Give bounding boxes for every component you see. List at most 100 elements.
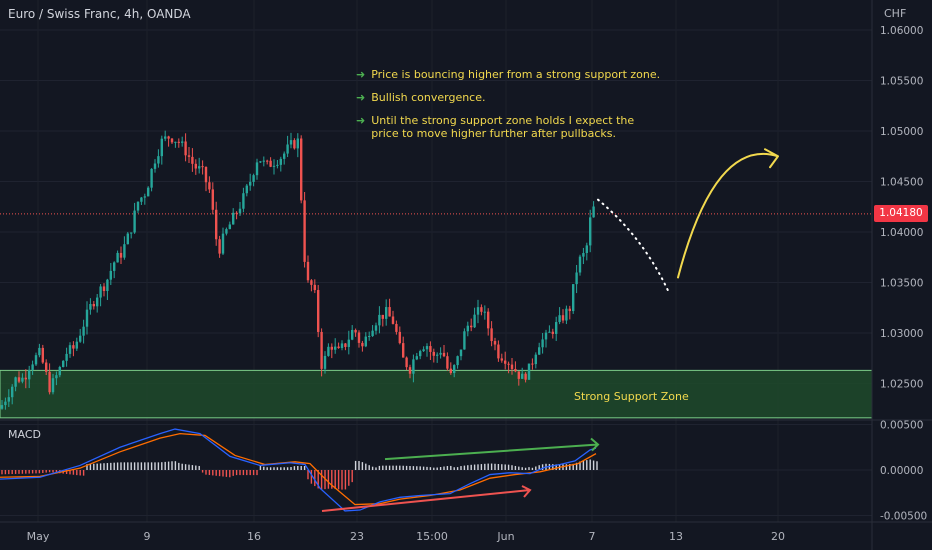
histogram-bar [419, 466, 421, 470]
candle-body [55, 375, 58, 379]
histogram-bar [35, 470, 37, 474]
candle-body [425, 346, 429, 350]
histogram-bar [137, 462, 139, 470]
histogram-bar [42, 470, 44, 473]
price-tick-label: 1.05500 [880, 76, 923, 88]
time-tick-label: 7 [589, 530, 596, 543]
time-tick-label: 9 [144, 530, 151, 543]
candle-body [11, 386, 14, 398]
candle-body [582, 253, 585, 257]
candle-body [235, 212, 238, 214]
candle-body [402, 343, 405, 358]
candle-body [531, 363, 534, 365]
candle-body [446, 356, 449, 369]
candle-body [286, 144, 289, 154]
candle-body [422, 349, 425, 352]
candle-body [463, 331, 466, 350]
candle-body [72, 345, 75, 349]
candle-body [568, 308, 571, 312]
time-tick-label: Jun [496, 530, 514, 543]
candle-body [575, 272, 578, 285]
histogram-bar [259, 465, 262, 470]
histogram-bar [201, 470, 204, 473]
candle-body [487, 311, 490, 329]
candle-body [174, 141, 177, 143]
histogram-bar [8, 470, 10, 475]
candle-body [572, 284, 575, 312]
candle-body [191, 156, 194, 164]
histogram-bar [174, 461, 177, 470]
candle-body [164, 136, 167, 139]
candle-body [113, 262, 116, 271]
histogram-bar [86, 464, 88, 470]
candle-body [378, 314, 381, 326]
price-axis[interactable]: 1.06000 1.05500 1.05000 1.04500 1.04000 1.035… [880, 25, 923, 391]
candle-body [68, 345, 72, 354]
note-text: Until the strong support zone holds I ex… [371, 114, 635, 140]
price-tick-label: 1.06000 [880, 25, 923, 37]
histogram-bar [596, 461, 598, 470]
histogram-bar [575, 462, 578, 470]
histogram-bar [252, 470, 255, 476]
histogram-bar [375, 467, 377, 470]
candle-body [89, 303, 92, 310]
histogram-bar [79, 470, 81, 476]
histogram-bar [337, 470, 340, 490]
histogram-bar [579, 461, 581, 470]
candle-body [130, 232, 133, 234]
histogram-bar [256, 470, 258, 476]
candle-body [170, 138, 174, 143]
histogram-bar [354, 460, 357, 470]
candle-body [194, 163, 197, 169]
histogram-bar [69, 470, 71, 475]
histogram-bar [572, 463, 574, 470]
candle-body [283, 153, 286, 159]
price-tick-label: 1.03500 [880, 278, 923, 290]
candles [0, 130, 595, 410]
histogram-bar [18, 470, 20, 474]
candle-body [109, 270, 112, 280]
histogram-bar [592, 460, 595, 470]
candle-body [538, 347, 541, 355]
histogram-bar [484, 463, 486, 470]
candle-body [79, 335, 82, 342]
histogram-bar [320, 470, 323, 490]
histogram-bar [133, 462, 136, 470]
histogram-bar [399, 465, 401, 470]
histogram-bar [507, 464, 510, 470]
candle-body [184, 141, 187, 156]
histogram-bar [405, 465, 408, 470]
histogram-bar [286, 467, 289, 470]
candle-body [483, 311, 486, 313]
price-tick-label: 1.04500 [880, 177, 923, 189]
candle-body [429, 346, 432, 352]
time-tick-label: May [27, 530, 50, 543]
time-axis[interactable]: May 9 16 23 15:00 Jun 7 13 20 [27, 530, 785, 543]
histogram-bar [235, 470, 238, 476]
candle-body [51, 378, 55, 393]
candle-body [215, 209, 218, 240]
candle-body [75, 341, 78, 349]
candle-body [507, 363, 510, 365]
histogram-bar [198, 465, 200, 470]
candle-body [497, 344, 500, 359]
candle-body [157, 156, 160, 164]
histogram-bar [31, 470, 34, 474]
histogram-bar [147, 462, 149, 470]
candle-body [133, 210, 136, 233]
macd-axis[interactable]: 0.00500 0.00000 -0.00500 [880, 420, 927, 523]
right-arrow-icon: ➜ [356, 68, 366, 81]
candle-body [374, 325, 378, 331]
candle-body [473, 314, 476, 328]
histogram-bar [368, 465, 370, 470]
candle-body [269, 160, 272, 167]
candle-body [493, 341, 497, 345]
candle-body [160, 138, 163, 157]
candle-body [541, 339, 544, 348]
histogram-bar [246, 470, 248, 476]
candle-body [147, 187, 150, 197]
note-text: Price is bouncing higher from a strong s… [371, 68, 661, 81]
histogram-bar [371, 466, 374, 470]
histogram-bar [310, 470, 313, 484]
